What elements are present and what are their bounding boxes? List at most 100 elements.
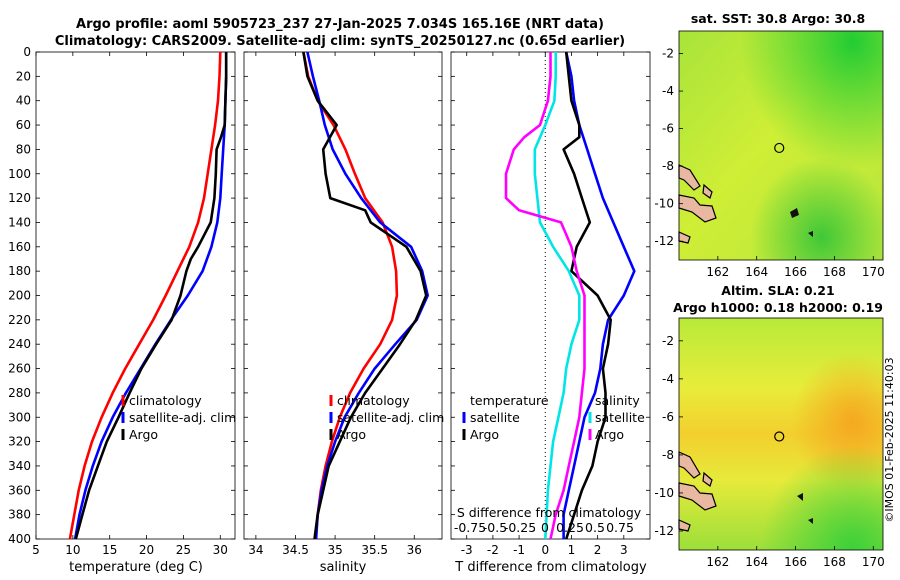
depth-tick-label: 20 [16,69,31,83]
temperature-legend: climatology satellite-adj. clim Argo [121,393,236,442]
depth-tick-label: 180 [8,264,31,278]
sst-lon-tick-labels: 162 164 166 168 170 [706,256,885,279]
salinity-xlabel: salinity [320,560,367,575]
island-shape [702,183,713,199]
lon-tick-label: 170 [862,555,885,569]
lon-tick-label: 166 [784,555,807,569]
depth-tick-label: 400 [8,532,31,546]
y-tick-marks [451,51,650,540]
depth-tick-label: 0 [23,45,31,59]
temperature-tick-labels: 5 10 15 20 25 30 [32,52,228,557]
sst-map-frame [678,30,884,261]
lat-tick-label: -12 [654,234,674,248]
series-satellite-adj-clim [306,51,430,540]
lon-tick-label: 162 [706,555,729,569]
depth-tick-label: 100 [8,167,31,181]
s-tick-label: -0.25 [504,520,536,535]
x-tick-label: 3 [620,543,628,557]
legend-argo: Argo [129,427,158,442]
sst-field-cool [679,31,883,260]
argo-position-marker [774,142,785,154]
lon-tick-label: 170 [862,265,885,279]
y-tick-marks [244,51,442,540]
series-s-satellite [533,52,581,540]
depth-tick-label: 140 [8,215,31,229]
sla-islands [678,451,813,532]
legend-argo: Argo [337,427,366,442]
sst-lat-tick-labels: -2 -4 -6 -8 -10 -12 [654,47,683,248]
depth-tick-label: 280 [8,386,31,400]
x-tick-label: 15 [102,543,117,557]
lat-tick-label: -8 [662,159,674,173]
lat-tick-label: -2 [662,47,674,61]
x-tick-label: -3 [461,543,473,557]
sla-map-title-1: Altim. SLA: 0.21 [721,283,834,298]
difference-series [504,51,636,540]
s-tick-label: -0.75 [454,520,486,535]
temperature-panel: 0 20 40 60 80 100 120 140 160 180 200 220 240 260 280 3… [8,45,236,575]
salinity-tick-labels: 34 34.5 35 35.5 36 [248,52,422,557]
legend-temperature-title: temperature [470,393,549,408]
depth-tick-label: 320 [8,435,31,449]
depth-tick-label: 60 [16,118,31,132]
sla-map-title-2: Argo h1000: 0.18 h2000: 0.19 [673,300,883,315]
lat-tick-label: -8 [662,448,674,462]
legend-satellite-adj-clim: satellite-adj. clim [337,410,444,425]
difference-legend: temperature satellite Argo salinity sate… [462,393,645,442]
temperature-axes [35,51,236,540]
sst-map-title: sat. SST: 30.8 Argo: 30.8 [691,11,865,26]
sla-field-low [679,318,883,550]
series-climatology [68,51,222,540]
imos-credit: ©IMOS 01-Feb-2025 11:40:03 [883,357,896,522]
lon-tick-label: 164 [745,555,768,569]
x-tick-label: -2 [487,543,499,557]
lon-tick-label: 162 [706,265,729,279]
sla-lon-tick-labels: 162 164 166 168 170 [706,546,885,569]
depth-tick-label: 380 [8,508,31,522]
depth-tick-label: 200 [8,289,31,303]
series-climatology [302,51,399,540]
temperature-series [68,51,228,540]
depth-tick-label: 80 [16,142,31,156]
salinity-series [302,51,430,540]
island-shape [702,471,713,487]
depth-tick-label: 120 [8,191,31,205]
salinity-panel: 34 34.5 35 35.5 36 climatology satellite-adj… [243,51,444,575]
s-tick-label: 0.25 [556,520,584,535]
depth-tick-label: 240 [8,337,31,351]
difference-panel: -3 -2 -1 0 1 2 3 temperature satellite Argo sa… [450,51,651,575]
legend-t-argo: Argo [470,427,499,442]
x-tick-label: 34.5 [282,543,309,557]
x-tick-label: 1 [568,543,576,557]
sla-map-frame [678,317,884,551]
s-tick-label: 0.75 [606,520,634,535]
salinity-axes [243,51,443,540]
lat-tick-label: -10 [654,197,674,211]
lat-tick-label: -6 [662,122,674,136]
x-tick-label: 2 [594,543,602,557]
lon-tick-label: 166 [784,265,807,279]
lon-tick-label: 168 [823,265,846,279]
x-tick-label: 25 [176,543,191,557]
island-shape [790,208,799,218]
series-satellite-adj-clim [73,52,228,540]
lat-tick-label: -12 [654,524,674,538]
island-shape [808,518,813,524]
legend-climatology: climatology [129,393,202,408]
sla-lat-tick-labels: -2 -4 -6 -8 -10 -12 [654,334,683,538]
lat-tick-label: -6 [662,410,674,424]
s-difference-tick-labels: -0.75-0.5-0.25 0 0.25 0.5 0.75 [454,520,634,535]
depth-tick-label: 220 [8,313,31,327]
title-line-1: Argo profile: aoml 5905723_237 27-Jan-20… [76,17,604,32]
argo-position-marker [774,431,785,442]
x-tick-label: 0 [541,543,549,557]
depth-tick-label: 360 [8,483,31,497]
sst-map: sat. SST: 30.8 Argo: 30.8 -2 -4 -6 -8 -10 -12… [654,11,884,279]
legend-t-satellite: satellite [470,410,520,425]
depth-tick-labels: 0 20 40 60 80 100 120 140 160 180 200 220 240 260 280 3… [8,45,31,546]
salinity-legend: climatology satellite-adj. clim Argo [329,393,444,442]
island-shape [678,194,717,223]
t-difference-tick-labels: -3 -2 -1 0 1 2 3 [461,52,628,557]
depth-tick-label: 340 [8,459,31,473]
